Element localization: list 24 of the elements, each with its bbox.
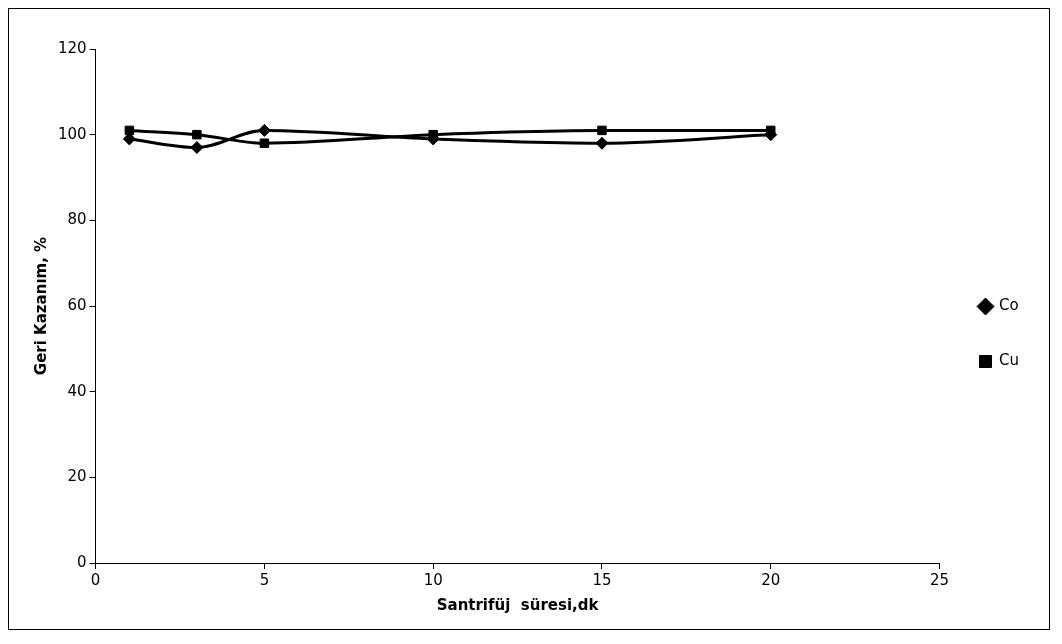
y-tick-label: 20: [67, 467, 87, 486]
point: [190, 141, 204, 155]
x-tick-label: 25: [929, 570, 950, 589]
point: [595, 136, 609, 150]
x-tick-label: 5: [259, 570, 270, 589]
x-tick-label: 15: [592, 570, 612, 589]
point: [192, 129, 202, 140]
legend-label: Cu: [999, 351, 1019, 370]
y-tick-label: 120: [57, 38, 87, 57]
x-tick-label: 10: [423, 570, 443, 589]
x-axis-title: Santrifüj süresi,dk: [436, 595, 600, 614]
y-tick-label: 60: [67, 295, 87, 314]
x-tick-label: 20: [761, 570, 781, 589]
x-tick-label: 0: [90, 570, 101, 589]
point: [257, 123, 271, 137]
y-axis-title: Geri Kazanım, %: [31, 236, 50, 376]
y-tick-label: 0: [77, 552, 87, 571]
point: [259, 138, 270, 148]
y-tick-label: 100: [57, 124, 87, 143]
legend-label: Co: [999, 296, 1019, 315]
point: [122, 132, 136, 146]
y-tick-label: 40: [67, 381, 87, 400]
point: [597, 125, 607, 136]
y-tick-label: 80: [67, 210, 87, 229]
